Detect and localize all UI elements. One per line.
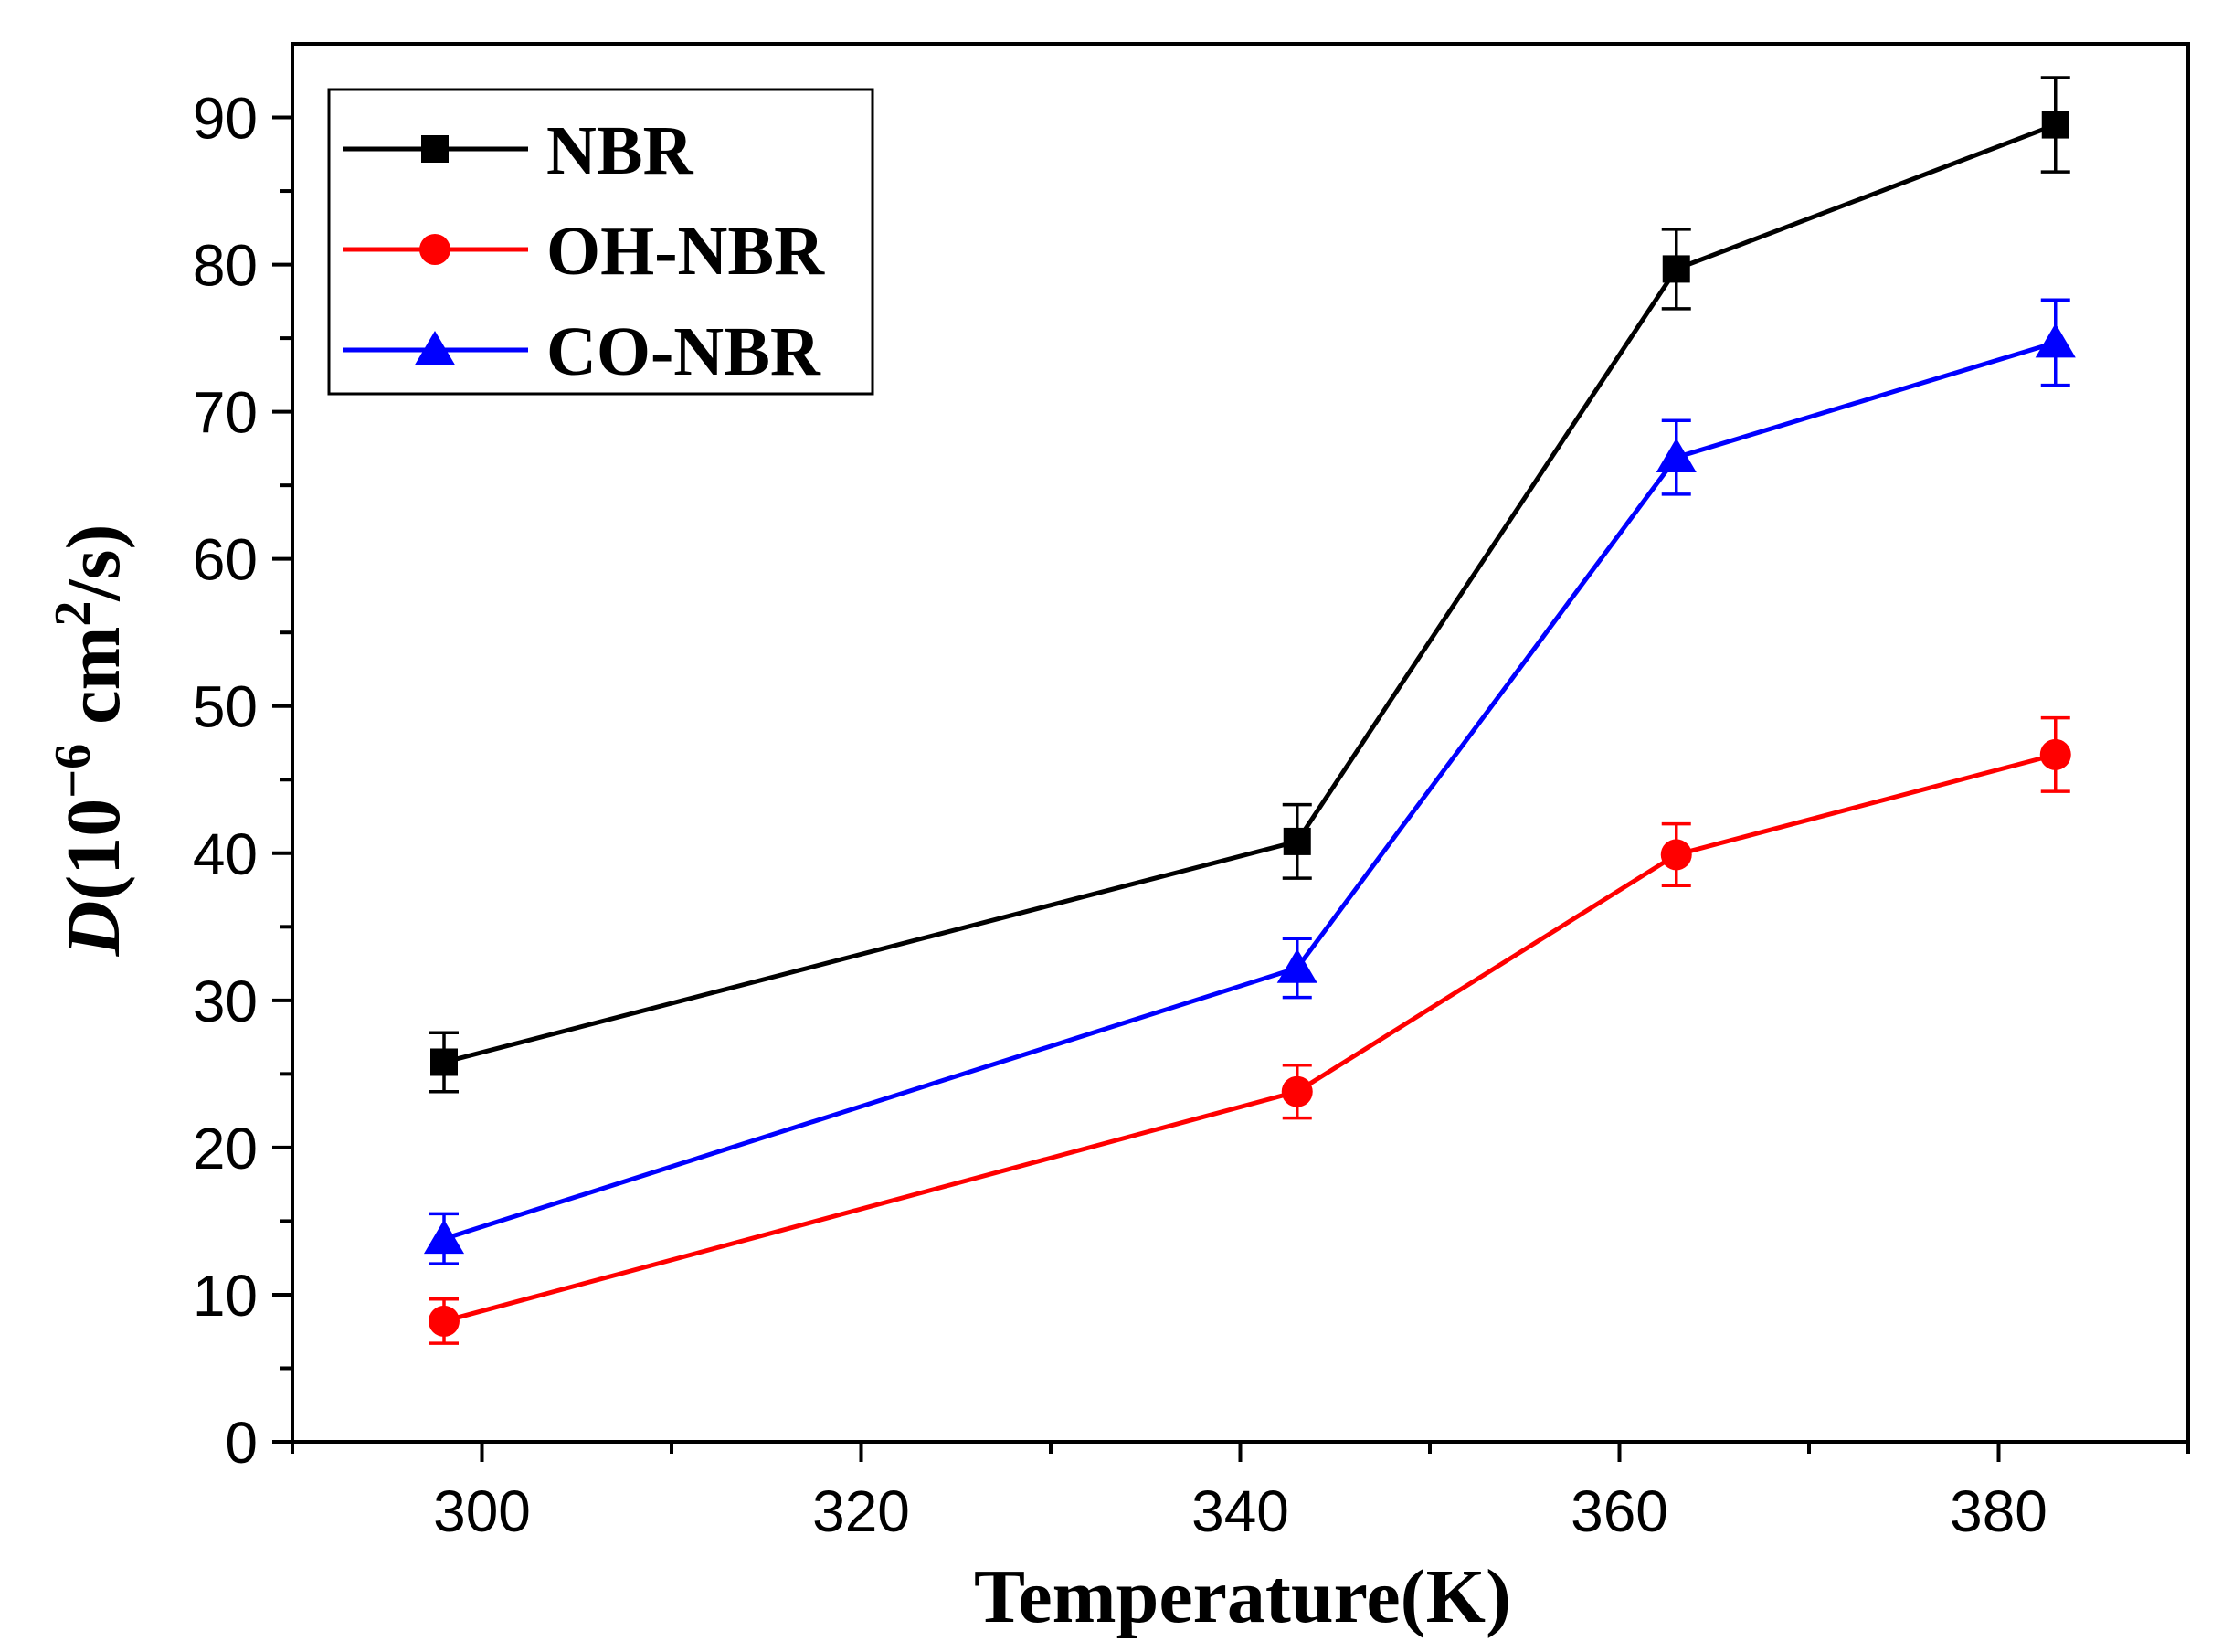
y-axis-title-open: (	[51, 875, 136, 901]
y-tick-label: 30	[193, 969, 258, 1034]
legend-label-co-nbr: CO-NBR	[546, 313, 821, 390]
data-point-oh-nbr	[1660, 839, 1692, 871]
series-oh-nbr	[429, 715, 2071, 1345]
data-point-co-nbr	[1656, 438, 1697, 472]
series-line-co-nbr	[443, 340, 2057, 1242]
y-tick-label: 0	[225, 1410, 258, 1476]
legend-marker-co-nbr	[414, 331, 456, 365]
data-point-nbr	[1662, 255, 1690, 283]
y-tick-label: 60	[193, 527, 258, 593]
y-axis-title-close: /s)	[51, 524, 136, 602]
series-line-oh-nbr	[443, 752, 2057, 1324]
y-axis-title-var: D	[51, 901, 136, 958]
data-point-co-nbr	[2035, 323, 2076, 358]
data-point-nbr	[1283, 827, 1311, 855]
series-co-nbr	[423, 298, 2076, 1265]
legend-box	[327, 88, 874, 396]
y-tick-label: 40	[193, 821, 258, 887]
x-tick-label: 380	[1950, 1478, 2047, 1544]
y-axis-title-unit-exp: 2	[45, 601, 101, 627]
y-axis-title-unit: cm	[51, 627, 136, 744]
y-tick-label: 80	[193, 233, 258, 299]
x-axis-title: Temperature(K)	[974, 1554, 1511, 1639]
data-point-co-nbr	[423, 1219, 465, 1255]
x-tick-label: 340	[1191, 1478, 1289, 1544]
data-point-oh-nbr	[2039, 738, 2071, 770]
data-point-co-nbr	[1276, 948, 1317, 983]
x-tick-label: 320	[812, 1478, 910, 1544]
legend: NBR OH-NBR CO-NBR	[327, 88, 874, 396]
series-line-nbr	[443, 122, 2057, 1064]
series-group	[423, 76, 2076, 1345]
data-point-oh-nbr	[1281, 1075, 1313, 1107]
legend-marker-nbr	[421, 135, 449, 163]
y-axis-title: D(10−6 cm2/s)	[45, 524, 136, 958]
legend-label-nbr: NBR	[546, 112, 694, 189]
legend-marker-oh-nbr	[419, 234, 450, 265]
y-tick-label: 90	[193, 86, 258, 152]
x-tick-label: 360	[1571, 1478, 1668, 1544]
series-nbr	[429, 76, 2070, 1094]
y-tick-label: 50	[193, 674, 258, 740]
data-point-oh-nbr	[429, 1305, 460, 1337]
y-tick-label: 10	[193, 1263, 258, 1329]
y-tick-label: 70	[193, 380, 258, 446]
axis-ticks: 300 320 340 360 380 0 10 20 30 40 50 60 70 80 90	[193, 86, 2190, 1544]
data-point-nbr	[2041, 111, 2069, 139]
y-tick-label: 20	[193, 1116, 258, 1181]
legend-label-oh-nbr: OH-NBR	[546, 213, 825, 290]
y-axis-title-exp: −6	[45, 744, 101, 799]
data-point-nbr	[430, 1048, 458, 1076]
y-axis-title-base: 10	[51, 799, 136, 875]
x-tick-label: 300	[433, 1478, 531, 1544]
